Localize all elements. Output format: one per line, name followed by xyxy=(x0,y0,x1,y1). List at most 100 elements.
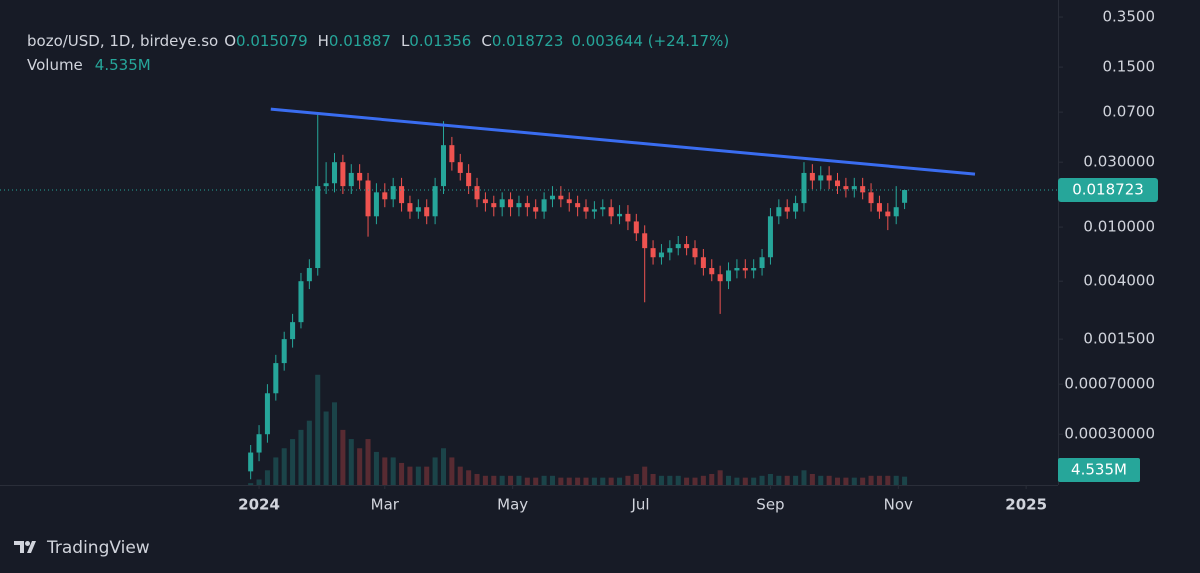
x-tick-label: Nov xyxy=(884,496,913,514)
volume-bar xyxy=(625,475,631,485)
candle-body xyxy=(851,186,857,190)
close-value: 0.018723 xyxy=(492,32,564,50)
candle-body xyxy=(700,257,706,269)
volume-bar xyxy=(508,475,514,485)
volume-bar xyxy=(600,477,606,485)
candle-body xyxy=(642,233,648,249)
price-label: 0.018723 xyxy=(1072,181,1144,199)
candle-body xyxy=(449,145,455,163)
plot-area xyxy=(0,107,1058,485)
volume-title: Volume xyxy=(27,56,83,74)
candle-body xyxy=(248,452,254,472)
candle-body xyxy=(357,172,363,181)
volume-bar xyxy=(340,429,346,485)
candle-body xyxy=(315,186,321,269)
volume-bar xyxy=(876,475,882,485)
volume-bar xyxy=(365,439,371,485)
candle-body xyxy=(818,175,824,181)
candle-body xyxy=(390,186,396,200)
x-tick-label: May xyxy=(497,496,528,514)
volume-bar xyxy=(650,473,656,485)
volume-bar xyxy=(633,473,639,485)
volume-bar xyxy=(373,451,379,485)
volume-bar xyxy=(298,429,304,485)
candle-body xyxy=(482,199,488,204)
candle-body xyxy=(424,207,430,217)
volume-bar xyxy=(684,477,690,485)
volume-bar xyxy=(306,420,312,485)
y-tick-label: 0.1500 xyxy=(1103,58,1156,76)
volume-bar xyxy=(801,470,807,485)
brand: TradingView xyxy=(46,538,150,558)
logo-icon xyxy=(14,541,36,553)
volume-bar xyxy=(843,477,849,485)
volume-bar xyxy=(784,475,790,485)
candle-body xyxy=(801,172,807,204)
candle-body xyxy=(323,183,329,187)
candle-body xyxy=(516,203,522,208)
logo-dot xyxy=(25,541,30,546)
volume-bar xyxy=(717,470,723,485)
candle-body xyxy=(533,207,539,212)
candle-body xyxy=(340,162,346,187)
volume-label: 4.535M xyxy=(1071,461,1127,479)
candle-body xyxy=(826,175,832,181)
volume-bar xyxy=(692,477,698,485)
candle-body xyxy=(306,268,312,282)
candle-body xyxy=(751,268,757,271)
volume-bar xyxy=(273,457,279,485)
volume-bar xyxy=(248,483,254,485)
volume-bar xyxy=(533,477,539,485)
symbol: bozo/USD, 1D, birdeye.so xyxy=(27,32,218,50)
y-tick-label: 0.00070000 xyxy=(1064,375,1155,393)
y-tick-label: 0.010000 xyxy=(1083,218,1155,236)
y-tick-label: 0.0700 xyxy=(1103,103,1156,121)
candle-body xyxy=(331,162,338,184)
candle-body xyxy=(893,207,899,217)
candle-body xyxy=(575,203,581,208)
candle-body xyxy=(264,393,270,435)
candle-body xyxy=(667,248,673,253)
volume-bar xyxy=(558,477,564,485)
candle-body xyxy=(281,339,287,364)
candle-body xyxy=(776,207,782,217)
candle-body xyxy=(633,221,639,234)
volume-bar xyxy=(407,466,413,485)
candle-body xyxy=(348,172,354,187)
volume-bar xyxy=(256,479,262,485)
y-tick-label: 0.030000 xyxy=(1083,153,1155,171)
candle-body xyxy=(860,186,866,193)
volume-bar xyxy=(449,457,455,485)
candle-body xyxy=(617,213,623,217)
candle-body xyxy=(566,199,572,204)
volume-bar xyxy=(566,477,572,485)
x-tick-label: Jul xyxy=(630,496,649,514)
tradingview-logo: TradingView xyxy=(14,538,150,558)
volume-bar xyxy=(432,457,438,485)
volume-bar xyxy=(575,477,581,485)
volume-bar xyxy=(826,475,832,485)
candle-body xyxy=(843,186,849,190)
candle-body xyxy=(298,281,304,323)
candle-body xyxy=(382,192,388,200)
candle-body xyxy=(902,190,908,203)
candle-body xyxy=(256,434,262,453)
candle-body xyxy=(834,180,841,187)
candle-body xyxy=(474,186,480,200)
volume-bar xyxy=(541,475,547,485)
trendline xyxy=(270,107,976,176)
volume-bar xyxy=(281,448,287,485)
x-tick-label: Sep xyxy=(756,496,784,514)
high-label: H xyxy=(318,32,329,50)
high-value: 0.01887 xyxy=(329,32,391,50)
volume-bar xyxy=(499,475,505,485)
low-value: 0.01356 xyxy=(409,32,471,50)
volume-bar xyxy=(617,477,623,485)
volume-bar xyxy=(658,475,664,485)
candle-body xyxy=(658,252,664,258)
candle-body xyxy=(457,162,463,173)
candle-body xyxy=(726,270,732,282)
candle-body xyxy=(809,172,815,181)
volume-bar xyxy=(264,470,270,485)
